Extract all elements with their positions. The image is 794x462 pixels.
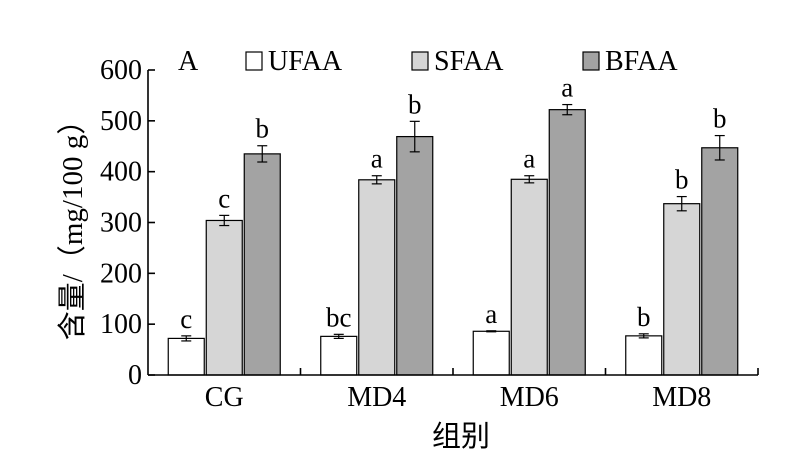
- significance-label: a: [523, 144, 535, 174]
- legend-swatch: [245, 51, 263, 71]
- bar: [510, 178, 548, 376]
- bar: [320, 335, 358, 376]
- y-tick-label: 600: [100, 55, 142, 86]
- significance-label: a: [561, 73, 573, 103]
- y-axis-title: 含量/（mg/100 g）: [56, 106, 89, 340]
- bar: [167, 337, 205, 376]
- legend-label: SFAA: [434, 46, 504, 77]
- legend: UFAA SFAA BFAA: [245, 46, 678, 77]
- significance-label: b: [713, 104, 727, 134]
- y-tick-label: 100: [100, 309, 142, 340]
- bar: [243, 153, 281, 376]
- legend-label: UFAA: [268, 46, 343, 77]
- significance-label: b: [256, 114, 270, 144]
- y-tick-label: 300: [100, 208, 142, 239]
- significance-label: a: [371, 144, 383, 174]
- legend-swatch: [582, 51, 600, 71]
- bar: [358, 179, 396, 376]
- bar: [663, 203, 701, 376]
- y-axis: 0 100 200 300 400 500 600: [100, 55, 155, 391]
- x-axis: CG MD4 MD6 MD8: [148, 368, 759, 413]
- y-tick-label: 0: [128, 360, 142, 391]
- bar: [205, 219, 243, 376]
- x-tick-label: MD6: [500, 382, 559, 413]
- panel-label: A: [178, 46, 199, 77]
- y-tick-label: 500: [100, 106, 142, 137]
- x-tick-label: MD8: [652, 382, 711, 413]
- bar: [701, 147, 739, 376]
- y-tick-label: 400: [100, 157, 142, 188]
- significance-label: a: [485, 299, 497, 329]
- x-tick-label: MD4: [347, 382, 406, 413]
- bar: [472, 330, 510, 376]
- legend-swatch: [411, 51, 429, 71]
- y-tick-label: 200: [100, 258, 142, 289]
- significance-label: c: [218, 183, 230, 213]
- bar: [396, 135, 434, 376]
- x-tick-label: CG: [205, 382, 244, 413]
- significance-label: b: [637, 302, 651, 332]
- significance-label: bc: [326, 302, 352, 332]
- x-axis-title: 组别: [432, 420, 490, 453]
- bar: [548, 109, 586, 376]
- significance-label: b: [408, 89, 422, 119]
- bar: [625, 335, 663, 376]
- legend-label: BFAA: [605, 46, 678, 77]
- significance-label: c: [180, 304, 192, 334]
- significance-label: b: [675, 165, 689, 195]
